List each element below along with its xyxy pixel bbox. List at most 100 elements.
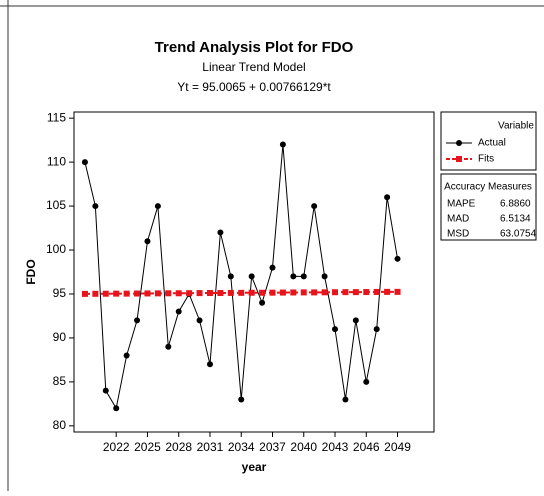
point (332, 326, 339, 333)
x-tick-label: 2046 (353, 440, 380, 454)
accuracy-box (440, 173, 537, 241)
point (206, 361, 213, 368)
accuracy-name: MAPE (447, 199, 476, 210)
accuracy-value: 6.5134 (500, 214, 531, 225)
accuracy-title: Accuracy Measures (444, 182, 532, 193)
y-tick-label: 105 (46, 198, 66, 212)
point (154, 290, 161, 297)
point (248, 273, 255, 280)
point (384, 194, 391, 201)
point (92, 290, 99, 297)
point (154, 203, 161, 210)
y-tick-label: 100 (46, 242, 66, 256)
point (321, 289, 328, 296)
point (311, 203, 318, 210)
point (290, 289, 297, 296)
point (363, 378, 370, 385)
x-tick-label: 2043 (322, 440, 349, 454)
point (279, 289, 286, 296)
x-tick-label: 2031 (197, 440, 224, 454)
point (206, 290, 213, 297)
point (113, 290, 120, 297)
point (394, 288, 401, 295)
point (196, 317, 203, 324)
point (269, 264, 276, 271)
x-tick-label: 2028 (165, 440, 192, 454)
point (217, 290, 224, 297)
x-tick-label: 2025 (134, 440, 161, 454)
point (384, 288, 391, 295)
chart-subtitle: Linear Trend Model (202, 60, 305, 74)
point (186, 290, 193, 297)
plot-frame (73, 111, 435, 433)
point (342, 289, 349, 296)
point (279, 141, 286, 148)
equation: Yt = 95.0065 + 0.00766129*t (177, 80, 331, 94)
point (373, 326, 380, 333)
accuracy-value: 63.0754 (500, 229, 537, 240)
point (300, 273, 307, 280)
point (321, 273, 328, 280)
point (134, 317, 141, 324)
point (332, 289, 339, 296)
point (113, 405, 120, 412)
point (363, 289, 370, 296)
point (123, 352, 130, 359)
point (352, 317, 359, 324)
point (238, 396, 245, 403)
point (300, 289, 307, 296)
point (81, 159, 88, 166)
accuracy-name: MAD (447, 214, 469, 225)
point (394, 255, 401, 262)
point (217, 229, 224, 236)
chart-title: Trend Analysis Plot for FDO (155, 39, 354, 56)
x-tick-label: 2037 (259, 440, 286, 454)
point (102, 387, 109, 394)
point (134, 290, 141, 297)
x-tick-label: 2040 (290, 440, 317, 454)
point (175, 290, 182, 297)
point (196, 290, 203, 297)
point (123, 290, 130, 297)
point (259, 289, 266, 296)
y-tick-label: 115 (47, 110, 66, 124)
y-tick-label: 85 (53, 374, 67, 388)
legend-marker (456, 156, 462, 162)
point (165, 290, 172, 297)
point (144, 290, 151, 297)
x-tick-label: 2022 (103, 440, 130, 454)
point (92, 203, 99, 210)
y-tick-label: 90 (53, 330, 67, 344)
point (81, 290, 88, 297)
x-tick-label: 2034 (228, 440, 255, 454)
point (311, 289, 318, 296)
point (373, 288, 380, 295)
point (238, 289, 245, 296)
point (144, 238, 151, 245)
legend-label: Fits (478, 154, 494, 165)
accuracy-name: MSD (447, 229, 469, 240)
x-tick-label: 2049 (384, 440, 411, 454)
y-axis-label: FDO (24, 259, 38, 284)
point (248, 289, 255, 296)
point (165, 343, 172, 350)
legend-label: Actual (478, 138, 506, 149)
point (227, 289, 234, 296)
legend-title: Variable (498, 121, 534, 132)
point (259, 299, 266, 306)
x-axis-label: year (242, 460, 267, 474)
point (342, 396, 349, 403)
point (269, 289, 276, 296)
y-tick-label: 110 (47, 154, 66, 168)
point (227, 273, 234, 280)
y-tick-label: 80 (53, 418, 67, 432)
legend-marker (456, 140, 462, 146)
point (290, 273, 297, 280)
y-tick-label: 95 (53, 286, 67, 300)
point (102, 290, 109, 297)
accuracy-value: 6.8860 (500, 199, 531, 210)
point (175, 308, 182, 315)
point (352, 289, 359, 296)
